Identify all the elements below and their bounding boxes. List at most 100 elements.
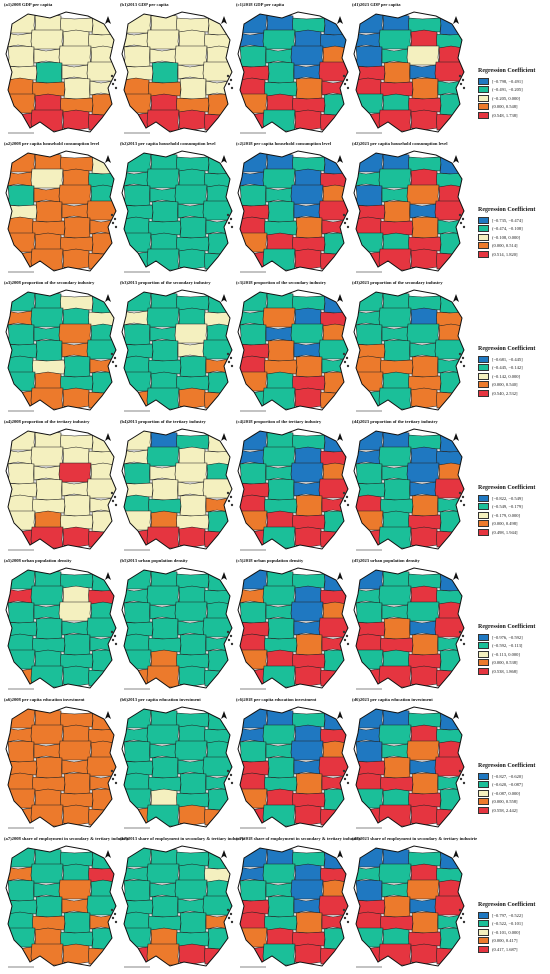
- legend-item: (−0.491, −0.205]: [478, 86, 550, 95]
- map-region: [381, 465, 409, 481]
- legend-label: (−0.087, 0.000]: [492, 790, 521, 796]
- map-region: [323, 93, 348, 116]
- map-region: [238, 494, 266, 514]
- map-panel-title: (a6)2008 per capita education investment: [4, 697, 85, 702]
- map-region: [411, 216, 439, 239]
- map-region: [146, 168, 180, 189]
- map-region: [146, 724, 180, 745]
- map-region: [63, 216, 91, 239]
- choropleth-map: [237, 567, 350, 690]
- legend-label: [−0.798, −0.491]: [492, 78, 523, 84]
- map-region: [30, 665, 64, 688]
- map-region: [266, 708, 294, 728]
- map-region: [6, 112, 33, 130]
- legend-label: (−0.108, 0.000]: [492, 234, 521, 240]
- legend-item: (0.514, 1.820]: [478, 250, 550, 259]
- legend-label: (−0.113, 0.000]: [492, 651, 520, 657]
- map-region: [146, 446, 180, 467]
- map-region: [7, 184, 35, 207]
- island-marker: [461, 634, 465, 638]
- island-marker: [111, 82, 115, 86]
- map-region: [294, 585, 322, 605]
- map-region: [34, 93, 62, 113]
- map-region: [91, 927, 116, 950]
- island-marker: [226, 352, 230, 356]
- map-region: [149, 326, 177, 342]
- island-marker: [462, 225, 466, 229]
- choropleth-map: [5, 845, 118, 968]
- map-region: [406, 184, 440, 205]
- map-region: [123, 462, 151, 485]
- north-arrow-icon: [105, 711, 111, 719]
- map-region: [30, 109, 64, 132]
- map-region: [355, 323, 383, 346]
- legend-swatch: [478, 233, 489, 241]
- island-marker: [110, 908, 114, 912]
- map-region: [239, 740, 267, 763]
- map-region: [34, 510, 62, 530]
- map-region: [204, 589, 232, 605]
- island-marker: [462, 920, 466, 924]
- island-marker: [230, 364, 234, 368]
- map-region: [434, 478, 464, 499]
- map-region: [410, 724, 438, 744]
- map-region: [354, 355, 382, 375]
- map-boundary: [121, 845, 233, 967]
- map-region: [150, 569, 178, 589]
- map-region: [151, 339, 179, 362]
- map-region: [266, 152, 294, 172]
- map-region: [354, 494, 382, 514]
- north-arrow-icon: [105, 572, 111, 580]
- island-marker: [226, 908, 230, 912]
- choropleth-map: [353, 706, 466, 829]
- map-region: [320, 450, 348, 466]
- legend-label: (0.558, 2.442]: [492, 807, 518, 813]
- map-region: [33, 743, 61, 759]
- map-region: [61, 481, 89, 497]
- map-region: [122, 633, 150, 653]
- map-region: [207, 93, 232, 116]
- map-region: [35, 200, 63, 223]
- map-region: [150, 371, 178, 391]
- map-region: [411, 494, 439, 517]
- map-region: [378, 29, 412, 50]
- legend: Regression Coefficient [−0.827, −0.620] (−…: [478, 763, 550, 815]
- legend-title: Regression Coefficient: [478, 763, 536, 769]
- map-region: [434, 200, 464, 221]
- map-region: [262, 109, 296, 132]
- choropleth-map: [353, 11, 466, 134]
- island-marker: [342, 491, 346, 495]
- island-marker: [342, 74, 346, 78]
- map-region: [146, 248, 180, 271]
- map-region: [7, 879, 35, 902]
- map-region: [178, 526, 206, 548]
- map-region: [320, 867, 348, 883]
- north-arrow-icon: [221, 16, 227, 24]
- map-region: [174, 323, 208, 344]
- island-marker: [458, 769, 462, 773]
- island-marker: [345, 773, 349, 777]
- map-region: [354, 807, 381, 825]
- map-region: [122, 569, 152, 590]
- map-region: [378, 665, 412, 688]
- north-arrow-icon: [337, 572, 343, 580]
- map-region: [204, 311, 232, 327]
- map-region: [265, 48, 293, 64]
- choropleth-map: [121, 706, 234, 829]
- island-marker: [111, 360, 115, 364]
- map-region: [30, 307, 64, 328]
- map-region: [146, 109, 180, 132]
- map-region: [290, 740, 324, 761]
- map-region: [238, 668, 265, 686]
- map-region: [179, 77, 207, 100]
- island-marker: [459, 916, 463, 920]
- map-region: [150, 847, 178, 867]
- map-region: [58, 45, 92, 66]
- map-region: [238, 77, 266, 97]
- choropleth-map: [353, 150, 466, 273]
- legend-item: (−0.108, 0.000]: [478, 233, 550, 242]
- map-region: [238, 291, 268, 312]
- map-region: [290, 601, 324, 622]
- map-region: [58, 879, 92, 900]
- island-marker: [229, 356, 233, 360]
